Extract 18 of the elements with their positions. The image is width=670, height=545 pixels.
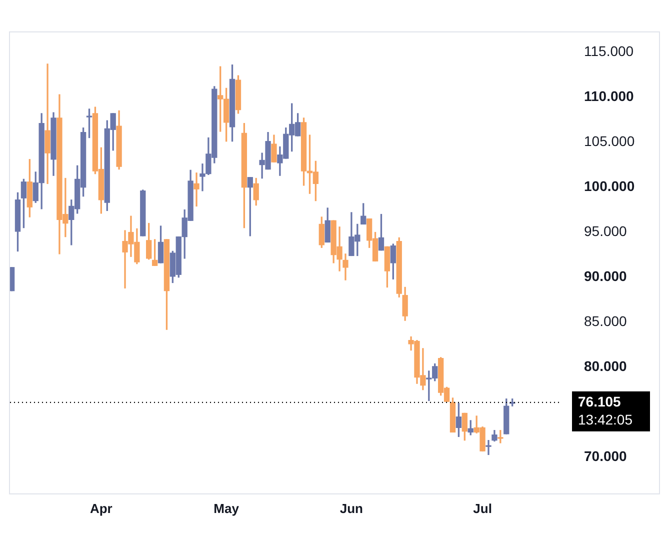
candlestick bbox=[194, 172, 200, 207]
x-tick-label: May bbox=[214, 500, 240, 516]
candlestick bbox=[486, 440, 492, 456]
y-tick-label: 110.000 bbox=[584, 88, 634, 104]
candlestick bbox=[44, 64, 50, 184]
y-tick-label: 115.000 bbox=[584, 43, 634, 60]
text: 13:42:05 bbox=[578, 411, 633, 428]
y-tick-label: 95.000 bbox=[584, 223, 628, 240]
x-tick-label: Apr bbox=[90, 500, 112, 516]
x-tick-label: Jul bbox=[473, 500, 492, 516]
y-tick-label: 90.000 bbox=[584, 268, 628, 284]
x-tick-label: Jun bbox=[340, 500, 364, 516]
y-tick-label: 85.000 bbox=[584, 313, 628, 330]
y-tick-label: 80.000 bbox=[584, 358, 628, 374]
ref-line-label: 76.105 bbox=[578, 393, 622, 410]
y-tick-label: 70.000 bbox=[584, 448, 628, 464]
y-tick-label: 100.000 bbox=[584, 178, 635, 194]
y-tick-label: 105.000 bbox=[584, 133, 635, 150]
